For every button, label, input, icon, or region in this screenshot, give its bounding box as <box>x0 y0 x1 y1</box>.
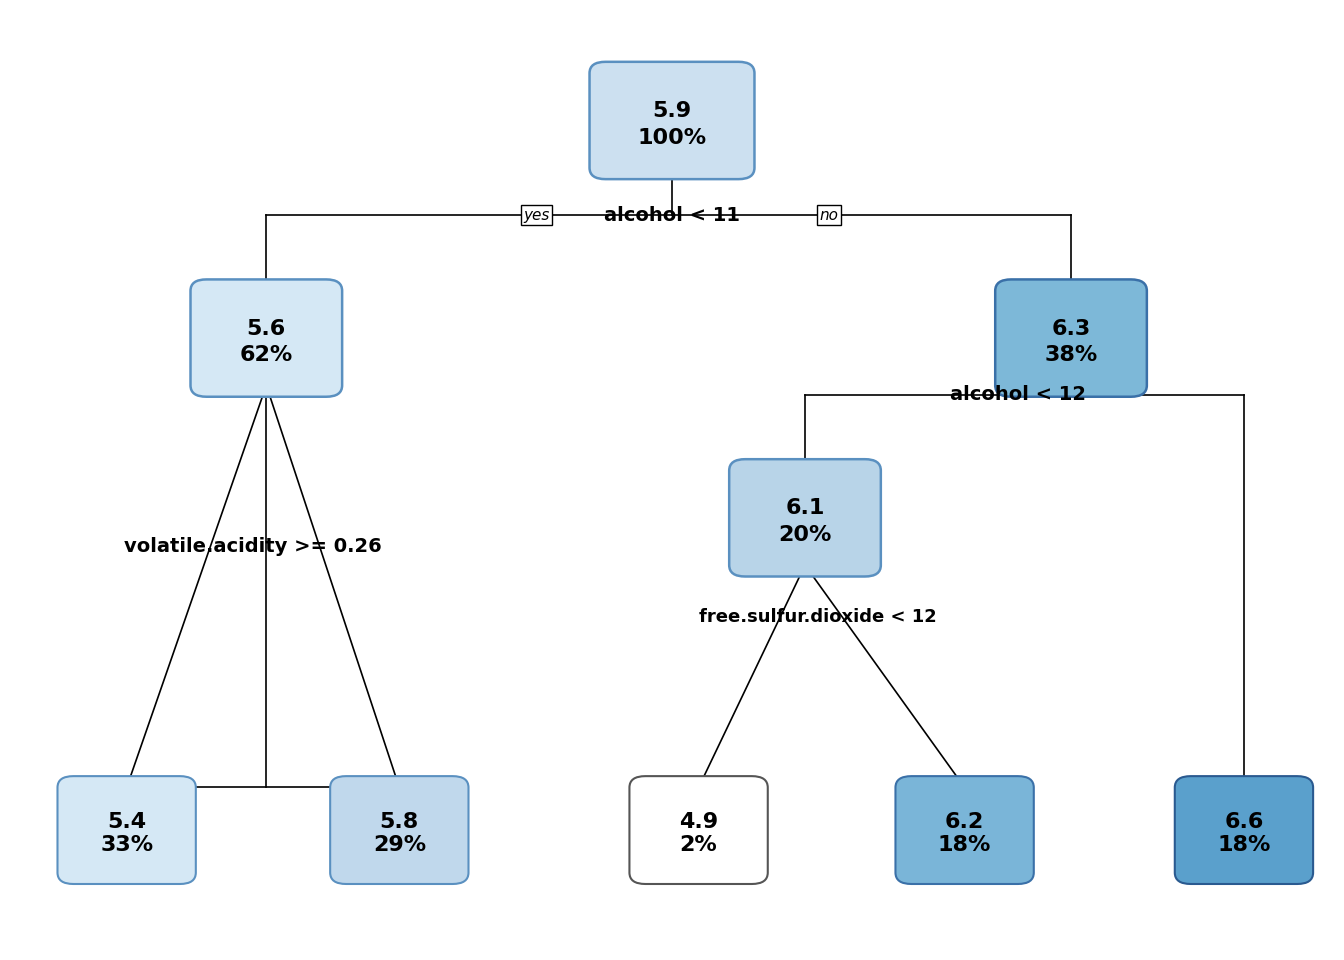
Text: 100%: 100% <box>637 128 707 148</box>
Text: 2%: 2% <box>680 835 718 855</box>
FancyBboxPatch shape <box>629 776 767 884</box>
Text: 33%: 33% <box>99 835 153 855</box>
Text: no: no <box>820 207 839 223</box>
Text: 18%: 18% <box>938 835 992 855</box>
Text: 62%: 62% <box>239 345 293 365</box>
FancyBboxPatch shape <box>995 279 1146 396</box>
Text: yes: yes <box>523 207 550 223</box>
FancyBboxPatch shape <box>331 776 469 884</box>
Text: 6.2: 6.2 <box>945 811 984 831</box>
Text: volatile.acidity >= 0.26: volatile.acidity >= 0.26 <box>124 537 382 556</box>
FancyBboxPatch shape <box>1175 776 1313 884</box>
FancyBboxPatch shape <box>895 776 1034 884</box>
Text: free.sulfur.dioxide < 12: free.sulfur.dioxide < 12 <box>699 609 937 626</box>
Text: 6.6: 6.6 <box>1224 811 1263 831</box>
FancyBboxPatch shape <box>191 279 343 396</box>
Text: 20%: 20% <box>778 525 832 545</box>
Text: 5.4: 5.4 <box>108 811 146 831</box>
Text: 38%: 38% <box>1044 345 1098 365</box>
Text: 6.3: 6.3 <box>1051 319 1091 339</box>
Text: 6.1: 6.1 <box>785 498 825 518</box>
Text: 4.9: 4.9 <box>679 811 718 831</box>
Text: 18%: 18% <box>1218 835 1270 855</box>
Text: alcohol < 12: alcohol < 12 <box>950 385 1086 404</box>
Text: 5.9: 5.9 <box>652 101 692 121</box>
FancyBboxPatch shape <box>730 459 880 577</box>
Text: 5.8: 5.8 <box>380 811 419 831</box>
Text: alcohol < 11: alcohol < 11 <box>603 205 741 225</box>
FancyBboxPatch shape <box>58 776 196 884</box>
Text: 5.6: 5.6 <box>247 319 286 339</box>
FancyBboxPatch shape <box>590 61 754 180</box>
Text: 29%: 29% <box>372 835 426 855</box>
